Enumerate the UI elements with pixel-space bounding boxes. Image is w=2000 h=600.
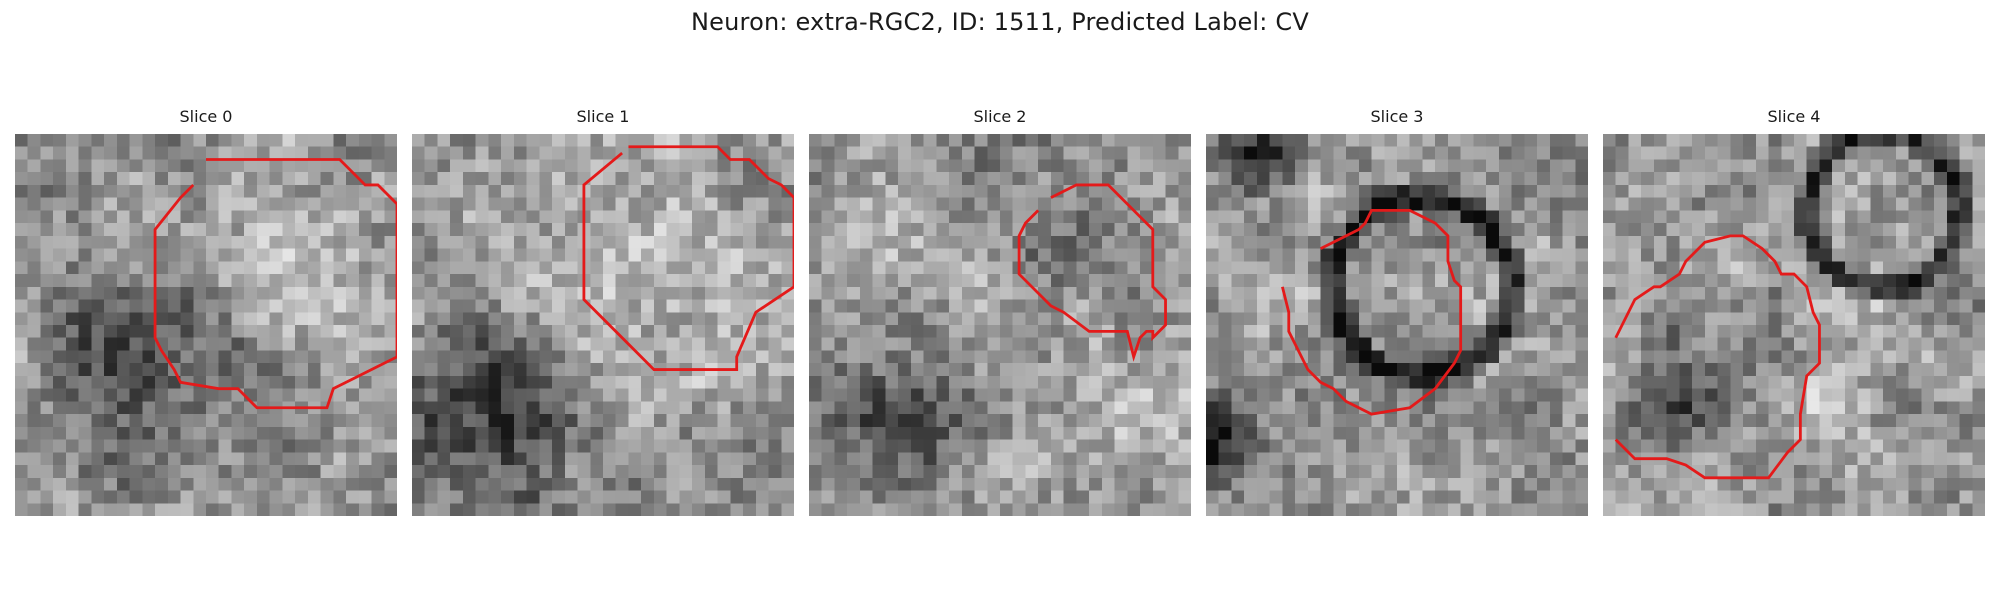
slice-pixels xyxy=(15,134,397,516)
slice-pixels xyxy=(1603,134,1985,516)
predicted-contour xyxy=(1017,183,1167,362)
slice-panel-3: Slice 3 xyxy=(1206,102,1588,516)
predicted-contour xyxy=(582,145,794,371)
slice-image xyxy=(412,134,794,516)
slice-title: Slice 3 xyxy=(1370,107,1424,126)
slice-pixels xyxy=(412,134,794,516)
predicted-contour xyxy=(1614,234,1821,480)
slice-panel-0: Slice 0 xyxy=(15,102,397,516)
figure-title: Neuron: extra-RGC2, ID: 1511, Predicted … xyxy=(691,8,1309,36)
predicted-contour xyxy=(1281,208,1463,416)
slice-pixels xyxy=(809,134,1191,516)
slice-title: Slice 0 xyxy=(179,107,233,126)
slice-panel-1: Slice 1 xyxy=(412,102,794,516)
slice-image xyxy=(1603,134,1985,516)
slice-panel-2: Slice 2 xyxy=(809,102,1191,516)
slice-image xyxy=(15,134,397,516)
slice-title: Slice 1 xyxy=(576,107,630,126)
predicted-contour xyxy=(153,158,397,410)
slice-title: Slice 4 xyxy=(1767,107,1821,126)
slice-pixels xyxy=(1206,134,1588,516)
slice-title: Slice 2 xyxy=(973,107,1027,126)
slice-image xyxy=(1206,134,1588,516)
slice-panel-4: Slice 4 xyxy=(1603,102,1985,516)
slice-image xyxy=(809,134,1191,516)
